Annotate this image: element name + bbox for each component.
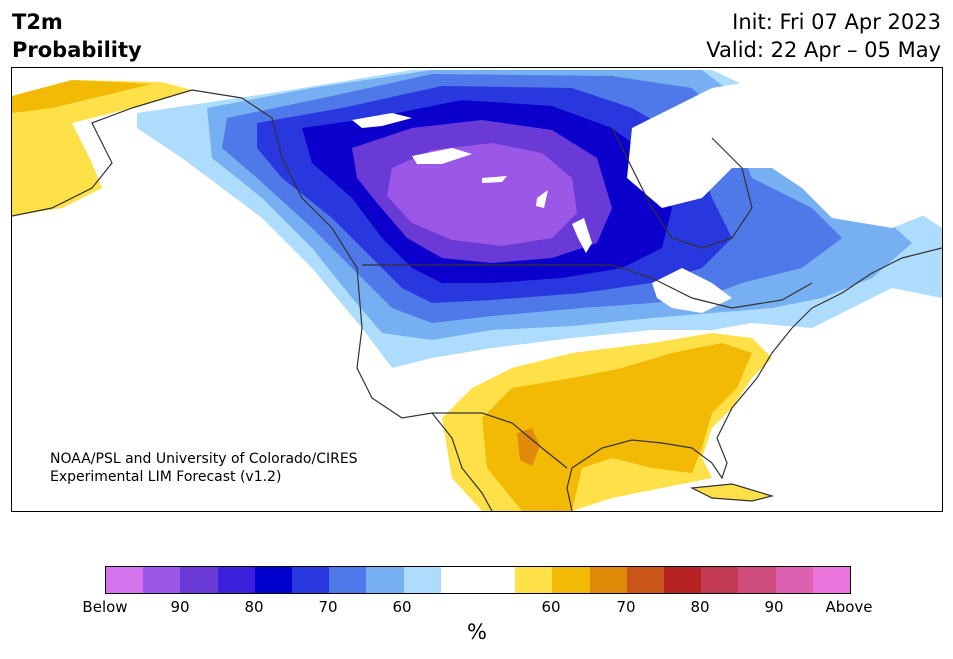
colorbar-cell — [626, 567, 665, 593]
colorbar-tick-label: 90 — [170, 598, 190, 616]
lake-3 — [482, 176, 507, 183]
valid-range: Valid: 22 Apr – 05 May — [706, 38, 941, 62]
coastline-west — [12, 89, 493, 511]
forecast-dates: Init: Fri 07 Apr 2023 Valid: 22 Apr – 05… — [706, 8, 941, 64]
hudson-bay — [611, 127, 753, 249]
colorbar-tick-label: 90 — [764, 598, 784, 616]
title-line-2: Probability — [12, 38, 142, 62]
colorbar-tick-label: 60 — [541, 598, 561, 616]
colorbar-cell — [664, 567, 702, 593]
colorbar-cell — [254, 567, 293, 593]
title-line-1: T2m — [12, 10, 63, 34]
credit-line-1: NOAA/PSL and University of Colorado/CIRE… — [50, 451, 358, 467]
lake-5 — [572, 218, 592, 253]
coastline-gulf — [566, 307, 813, 511]
alaska-above-60 — [12, 80, 152, 113]
colorbar-cell — [738, 567, 776, 593]
probability-map — [12, 70, 942, 511]
map-panel: NOAA/PSL and University of Colorado/CIRE… — [11, 67, 943, 512]
colorbar-tick-label: 70 — [616, 598, 636, 616]
colorbar-cell — [180, 567, 218, 593]
map-title: T2m Probability — [12, 8, 142, 64]
credit-line-2: Experimental LIM Forecast (v1.2) — [50, 469, 282, 485]
colorbar-cell — [217, 567, 255, 593]
colorbar-cell — [143, 567, 181, 593]
cuba — [689, 483, 775, 502]
colorbar-cell — [589, 567, 627, 593]
cold-90 — [387, 143, 577, 246]
colorbar-tick-label: 80 — [244, 598, 264, 616]
colorbar-unit: % — [467, 620, 487, 644]
colorbar-cell — [775, 567, 813, 593]
coastline-east — [811, 247, 942, 309]
border-us-mexico — [432, 412, 568, 469]
greenland — [627, 78, 942, 228]
colorbar-cell — [106, 567, 144, 593]
colorbar — [105, 566, 851, 594]
lake-2 — [412, 148, 472, 164]
colorbar-tick-label: 60 — [392, 598, 412, 616]
colorbar-cell — [478, 567, 516, 593]
warm-65 — [517, 428, 540, 466]
colorbar-cell — [366, 567, 404, 593]
lake-1 — [352, 113, 412, 128]
lake-4 — [536, 190, 548, 208]
colorbar-ticks: Below 90 80 70 60 60 70 80 90 Above — [0, 598, 953, 620]
warm-60 — [482, 343, 752, 511]
alaska-above-50 — [12, 80, 192, 216]
colorbar-cell — [701, 567, 739, 593]
colorbar-tick-label: 80 — [690, 598, 710, 616]
border-us-canada — [362, 264, 813, 309]
colorbar-cell — [440, 567, 479, 593]
colorbar-cell — [515, 567, 553, 593]
colorbar-cell — [329, 567, 367, 593]
colorbar-tick-label: 70 — [318, 598, 338, 616]
colorbar-cell — [292, 567, 330, 593]
colorbar-cell — [812, 567, 851, 593]
colorbar-tick-label: Above — [825, 598, 873, 616]
colorbar-cell — [552, 567, 590, 593]
great-lakes — [652, 268, 732, 313]
colorbar-cell — [403, 567, 441, 593]
colorbar-tick-label: Below — [82, 598, 128, 616]
credit-text: NOAA/PSL and University of Colorado/CIRE… — [50, 450, 358, 486]
init-date: Init: Fri 07 Apr 2023 — [732, 10, 941, 34]
